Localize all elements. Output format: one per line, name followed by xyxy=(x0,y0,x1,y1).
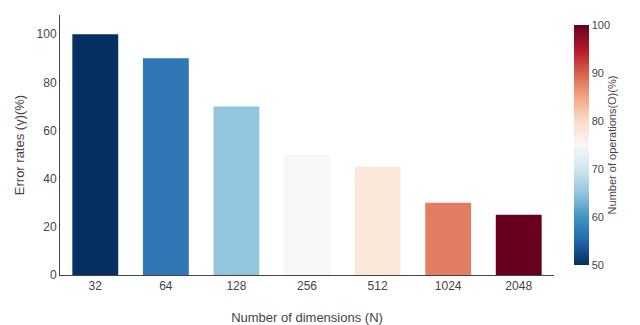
svg-text:256: 256 xyxy=(297,279,317,293)
svg-text:Error rates (γ)(%): Error rates (γ)(%) xyxy=(12,95,27,195)
svg-text:512: 512 xyxy=(368,279,388,293)
svg-text:0: 0 xyxy=(50,268,57,282)
svg-text:32: 32 xyxy=(89,279,103,293)
svg-text:80: 80 xyxy=(592,115,604,127)
svg-text:90: 90 xyxy=(592,67,604,79)
svg-text:2048: 2048 xyxy=(505,279,532,293)
svg-text:80: 80 xyxy=(43,76,57,90)
svg-text:70: 70 xyxy=(592,163,604,175)
svg-text:64: 64 xyxy=(159,279,173,293)
svg-text:100: 100 xyxy=(37,27,57,41)
svg-text:50: 50 xyxy=(592,259,604,271)
svg-text:Number of dimensions (N): Number of dimensions (N) xyxy=(231,310,383,325)
svg-text:128: 128 xyxy=(226,279,246,293)
svg-text:60: 60 xyxy=(43,124,57,138)
svg-text:Number of operations(O)(%): Number of operations(O)(%) xyxy=(606,76,618,215)
svg-text:60: 60 xyxy=(592,211,604,223)
svg-text:100: 100 xyxy=(592,19,610,31)
svg-text:1024: 1024 xyxy=(435,279,462,293)
svg-text:20: 20 xyxy=(43,220,57,234)
svg-text:40: 40 xyxy=(43,172,57,186)
